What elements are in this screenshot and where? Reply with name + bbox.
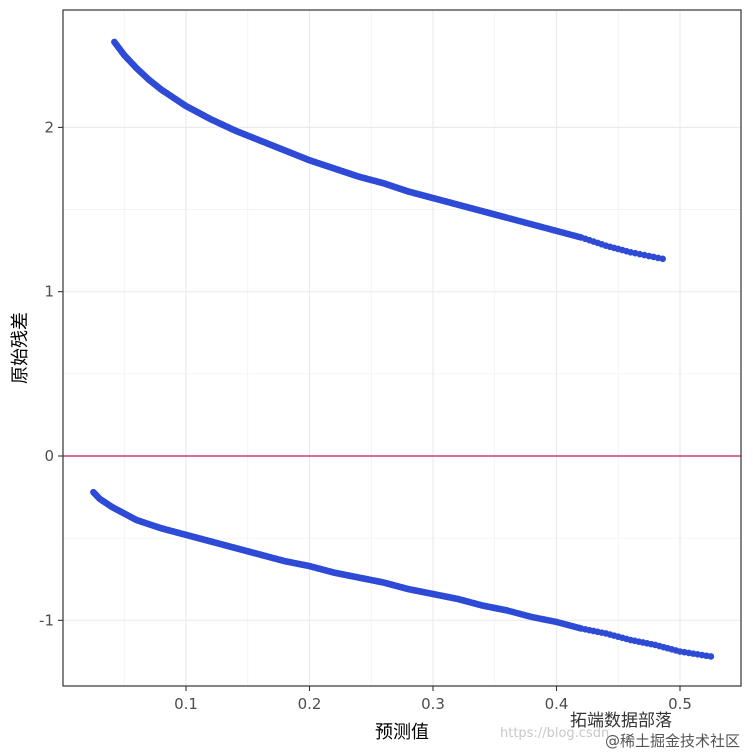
data-point bbox=[707, 653, 715, 660]
x-tick-label: 0.1 bbox=[174, 695, 198, 713]
x-tick-label: 0.4 bbox=[545, 695, 569, 713]
x-tick-label: 0.3 bbox=[421, 695, 445, 713]
y-tick-label: 0 bbox=[44, 447, 54, 465]
data-points bbox=[90, 38, 715, 660]
data-point bbox=[659, 255, 667, 263]
watermark-url: https://blog.csdn bbox=[500, 726, 610, 741]
y-tick-label: 2 bbox=[44, 118, 54, 136]
watermark-community: @稀土掘金技术社区 bbox=[605, 732, 741, 750]
y-tick-label: -1 bbox=[39, 611, 54, 629]
x-axis-title: 预测值 bbox=[375, 722, 429, 743]
panel-border bbox=[62, 9, 742, 687]
y-tick-label: 1 bbox=[44, 283, 54, 301]
y-axis-title: 原始残差 bbox=[10, 312, 31, 384]
x-tick-label: 0.2 bbox=[298, 695, 322, 713]
x-tick-label: 0.5 bbox=[668, 695, 692, 713]
watermark-brand: 拓端数据部落 bbox=[570, 711, 672, 731]
y-axis: -1 0 1 2 bbox=[39, 118, 63, 629]
x-axis: 0.1 0.2 0.3 0.4 0.5 bbox=[174, 686, 692, 713]
